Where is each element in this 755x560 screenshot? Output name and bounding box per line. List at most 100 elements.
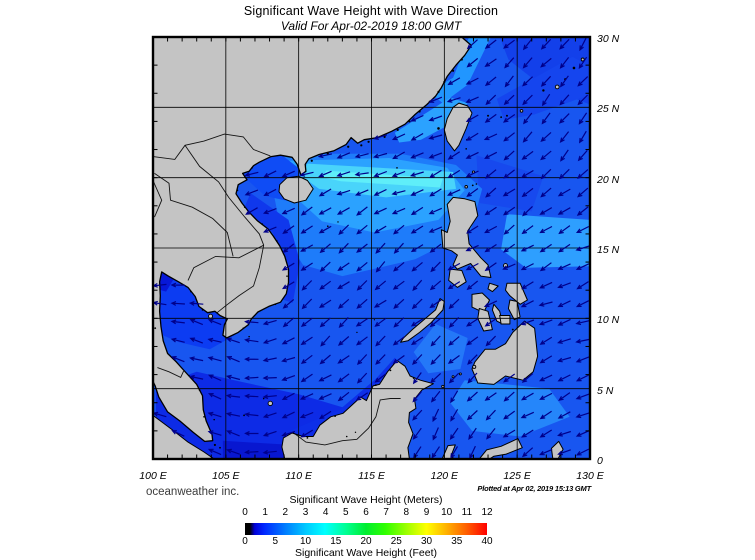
- wave-arrow: [354, 189, 369, 196]
- wave-arrow: [262, 226, 277, 233]
- plotted-timestamp: Plotted at Apr 02, 2019 15:13 GMT: [477, 484, 591, 493]
- wave-arrow: [263, 188, 277, 197]
- wave-arrow: [483, 300, 498, 307]
- wave-arrow: [484, 39, 497, 49]
- wave-arrow: [428, 96, 443, 103]
- wave-arrow: [374, 373, 387, 383]
- wave-arrow: [336, 189, 351, 196]
- small-island: [347, 145, 350, 148]
- wave-arrow: [373, 299, 387, 308]
- wave-direction-arrows: [153, 37, 590, 459]
- wave-arrow: [393, 261, 405, 272]
- wave-arrow: [558, 113, 570, 124]
- wave-arrow: [301, 298, 313, 310]
- colorbar-meters-tick: 0: [242, 507, 248, 518]
- wave-arrow: [373, 152, 388, 159]
- wave-arrow: [521, 187, 534, 198]
- wave-arrow: [281, 411, 295, 419]
- wave-arrow: [503, 150, 515, 161]
- wave-arrow: [484, 58, 497, 67]
- wave-arrow: [466, 318, 479, 327]
- colorbar-meters-tick: 8: [403, 507, 410, 518]
- wave-arrow: [466, 188, 479, 198]
- wave-arrow: [410, 318, 424, 327]
- wave-arrow: [410, 114, 424, 122]
- land-polygon: [153, 37, 472, 443]
- wave-arrow: [577, 187, 589, 198]
- wave-arrow: [539, 374, 553, 382]
- small-island: [511, 328, 514, 331]
- wave-arrow: [485, 94, 497, 106]
- x-axis-tick-label: 110 E: [285, 470, 312, 482]
- y-axis-tick-label: 5 N: [597, 384, 614, 397]
- wave-arrow: [412, 372, 422, 385]
- wave-arrow: [520, 169, 534, 178]
- colorbar-title-feet: Significant Wave Height (Feet): [294, 547, 437, 559]
- wave-arrow: [336, 207, 350, 215]
- small-island: [451, 375, 455, 379]
- wave-arrow: [575, 356, 590, 363]
- small-island: [261, 223, 264, 225]
- land-polygon: [153, 414, 215, 459]
- small-island: [236, 189, 239, 192]
- wave-arrow: [392, 336, 405, 346]
- wave-arrow: [300, 429, 314, 438]
- wave-arrow: [391, 207, 406, 215]
- wave-arrow: [262, 208, 277, 215]
- wave-arrow: [170, 301, 185, 306]
- wave-arrow: [189, 318, 204, 326]
- wave-arrow: [318, 188, 332, 197]
- wave-arrow: [189, 356, 204, 362]
- x-axis-tick-label: 100 E: [139, 470, 167, 482]
- colorbar-meters-tick: 2: [282, 507, 289, 518]
- wave-arrow: [430, 354, 441, 366]
- wave-arrow: [450, 390, 459, 404]
- small-island: [327, 225, 329, 227]
- wave-arrow: [412, 279, 423, 292]
- wave-arrow: [244, 356, 259, 362]
- wave-arrow: [355, 392, 369, 401]
- small-island: [465, 148, 467, 150]
- wave-arrow: [520, 319, 535, 326]
- wave-arrow: [520, 411, 535, 419]
- small-island: [475, 183, 478, 185]
- wave-arrow: [318, 207, 332, 215]
- wave-arrow: [448, 372, 460, 384]
- wave-arrow: [336, 171, 351, 177]
- wave-arrow: [244, 393, 259, 399]
- wave-arrow: [300, 206, 313, 216]
- wave-arrow: [503, 243, 516, 253]
- wave-arrow: [356, 298, 368, 309]
- wave-arrow: [484, 318, 497, 327]
- wave-arrow: [502, 114, 516, 123]
- small-island: [208, 313, 213, 319]
- wave-arrow: [281, 170, 295, 178]
- wave-arrow: [244, 375, 259, 381]
- wave-arrow: [282, 317, 295, 328]
- wave-arrow: [540, 187, 552, 198]
- wave-arrow: [428, 134, 443, 140]
- wave-arrow: [578, 112, 588, 125]
- wave-arrow: [337, 336, 350, 346]
- wave-arrow: [484, 151, 498, 159]
- map-layers: [153, 37, 590, 459]
- wave-arrow: [225, 412, 241, 417]
- wave-arrow: [319, 243, 331, 254]
- wave-arrow: [281, 262, 295, 271]
- wave-arrow: [356, 243, 368, 253]
- small-island: [487, 114, 490, 117]
- wave-arrow: [521, 429, 534, 438]
- wave-arrow: [520, 263, 534, 271]
- wave-arrow: [521, 150, 534, 160]
- wave-arrow: [356, 224, 368, 235]
- wave-arrow: [575, 300, 590, 308]
- wave-arrow: [540, 168, 552, 180]
- wave-arrow: [409, 171, 424, 177]
- small-island: [219, 446, 221, 449]
- wave-arrow: [484, 76, 497, 87]
- wave-arrow: [522, 205, 533, 217]
- wave-arrow: [300, 225, 313, 234]
- wave-arrow: [410, 189, 424, 196]
- wave-arrow: [557, 207, 571, 215]
